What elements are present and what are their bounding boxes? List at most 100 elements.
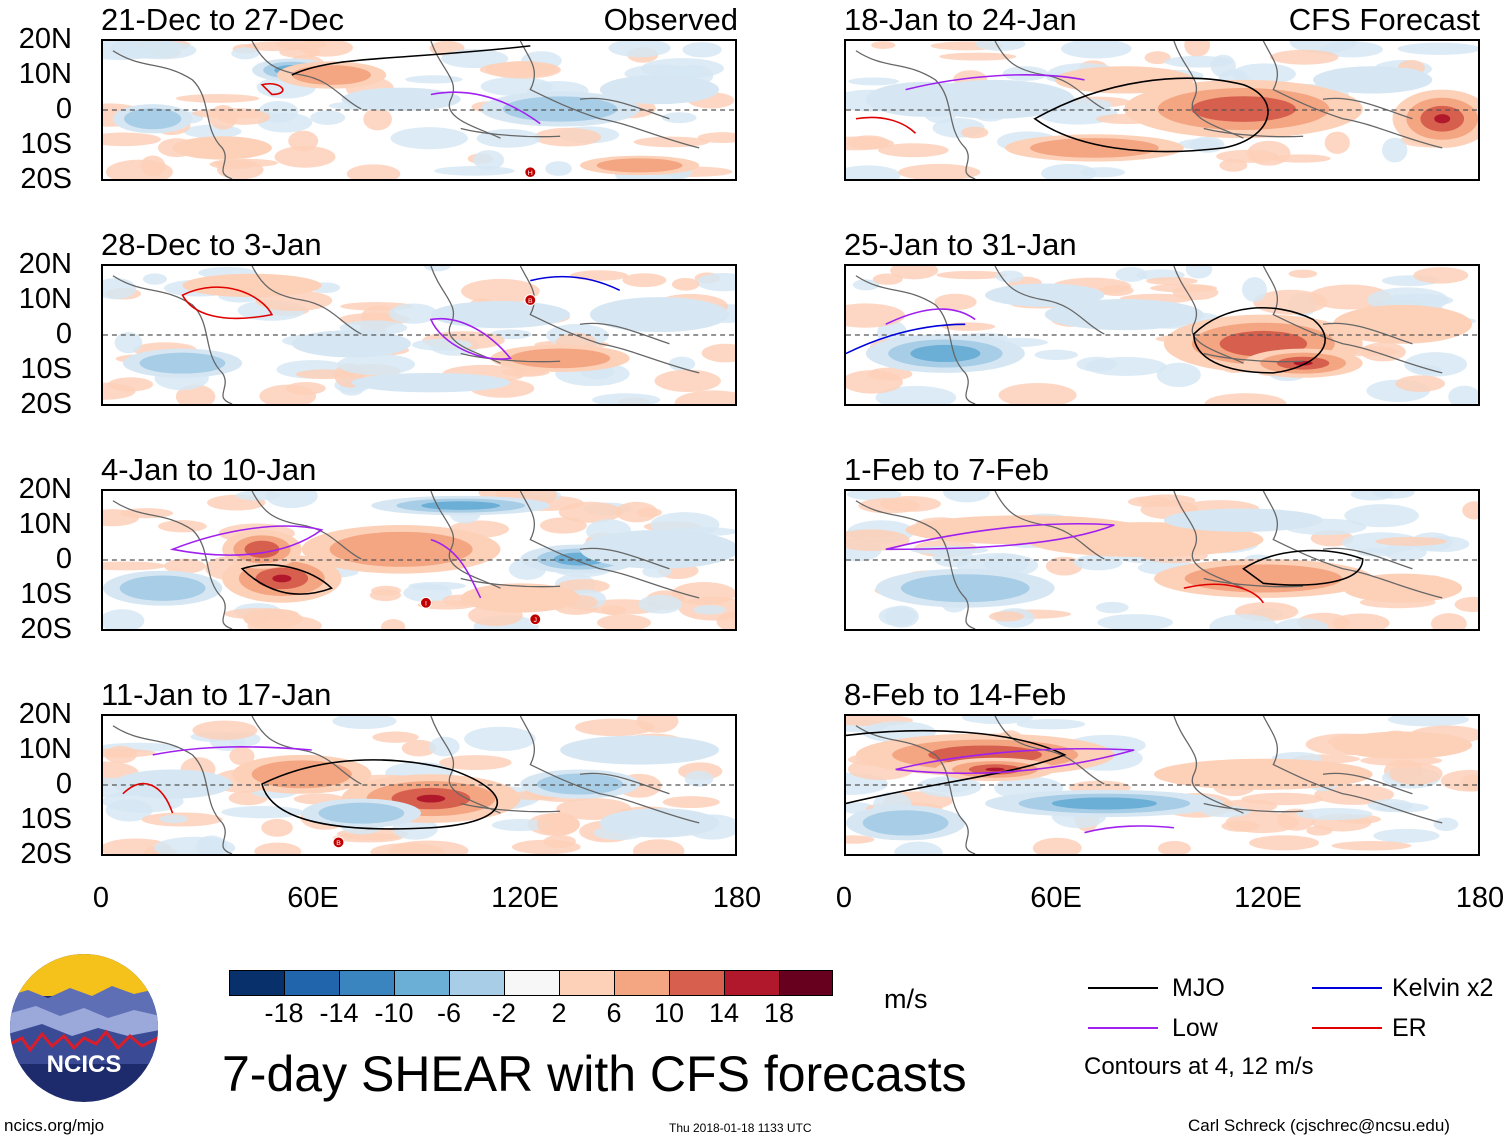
y-tick: 20N: [18, 698, 72, 730]
shear-speckle: [684, 770, 714, 787]
storm-marker: [529, 613, 542, 626]
observed-label: Observed: [603, 2, 738, 37]
shear-blob: [510, 348, 611, 369]
storm-marker-label: J: [534, 617, 537, 624]
y-tick: 0: [55, 318, 72, 350]
y-tick: 10N: [18, 58, 72, 90]
colorbar-swatch: [724, 970, 780, 996]
shear-speckle: [871, 41, 896, 49]
main-title: 7-day SHEAR with CFS forecasts: [222, 1046, 967, 1102]
shear-speckle: [638, 594, 683, 614]
shear-blob: [291, 330, 412, 358]
shear-speckle: [107, 377, 154, 392]
shear-speckle: [846, 165, 901, 179]
shear-speckle: [1270, 49, 1339, 65]
shear-blob: [251, 760, 352, 789]
shear-blob: [112, 769, 233, 799]
shear-speckle: [1225, 811, 1299, 834]
coastline: [1203, 352, 1304, 363]
y-tick: 10S: [20, 803, 72, 835]
coastline: [460, 127, 561, 138]
shear-speckle: [1242, 277, 1267, 302]
shear-speckle: [1095, 601, 1129, 614]
shear-speckle: [1296, 808, 1373, 821]
shear-speckle: [696, 272, 735, 292]
shear-blob: [1313, 66, 1433, 94]
shear-blob: [560, 735, 720, 765]
x-tick: 60E: [1030, 882, 1082, 914]
shear-speckle: [1387, 716, 1469, 727]
storm-marker-label: I: [425, 601, 427, 608]
shear-speckle: [127, 41, 197, 60]
panel-title-1: 21-Dec to 27-Dec: [101, 2, 344, 37]
colorbar-swatch: [559, 970, 615, 996]
coastline: [855, 725, 976, 854]
shear-speckle: [159, 814, 188, 824]
wave-contour: [430, 538, 482, 599]
shear-speckle: [114, 332, 143, 354]
legend-label-kelvin: Kelvin x2: [1392, 974, 1494, 1002]
shear-speckle: [1320, 41, 1383, 58]
shear-speckle: [1462, 501, 1478, 520]
y-tick: 10S: [20, 578, 72, 610]
coastline: [460, 577, 561, 588]
coastline: [112, 500, 233, 629]
shear-speckle: [1375, 536, 1447, 547]
x-tick: 60E: [287, 882, 339, 914]
coastline: [430, 266, 501, 364]
colorbar-label: -14: [319, 998, 359, 1028]
wave-contour: [885, 308, 976, 326]
shear-speckle: [878, 606, 917, 626]
shear-speckle: [671, 277, 700, 291]
shear-speckle: [852, 279, 879, 291]
shear-speckle: [142, 273, 167, 285]
shear-blob: [329, 531, 473, 567]
shear-speckle: [846, 529, 910, 551]
shear-blob: [589, 297, 730, 333]
coastline: [1173, 41, 1244, 139]
shear-speckle: [261, 818, 293, 837]
legend-label-er: ER: [1392, 1014, 1427, 1042]
shear-blob: [596, 158, 683, 173]
shear-speckle: [390, 127, 468, 150]
shear-speckle: [633, 136, 710, 148]
wave-contour: [169, 525, 324, 556]
colorbar-swatch: [284, 970, 340, 996]
x-tick: 180: [712, 882, 762, 914]
shear-speckle: [1041, 163, 1097, 179]
coastline: [1173, 266, 1244, 364]
wave-contour: [530, 275, 621, 291]
shear-speckle: [1274, 618, 1329, 629]
footer-url[interactable]: ncics.org/mjo: [4, 1116, 105, 1135]
coastline: [460, 802, 561, 813]
shear-speckle: [103, 748, 156, 758]
shear-speckle: [491, 819, 549, 832]
shear-speckle: [1002, 66, 1049, 81]
wave-contour: [181, 286, 274, 320]
colorbar-label: -6: [436, 998, 461, 1028]
shear-speckle: [1073, 554, 1123, 571]
shear-speckle: [575, 718, 655, 737]
shear-speckle: [545, 161, 572, 176]
shear-blob: [1342, 573, 1463, 603]
wave-contour: [1242, 549, 1364, 586]
wave-contour: [1033, 77, 1269, 153]
colorbar-label: 14: [708, 998, 740, 1028]
shear-speckle: [674, 390, 735, 404]
shear-speckle: [370, 843, 445, 854]
shear-blob: [292, 65, 371, 85]
shear-speckle: [229, 746, 255, 766]
shear-blob: [139, 352, 226, 374]
shear-blob: [865, 81, 986, 117]
shear-speckle: [1172, 284, 1219, 301]
y-tick: 20S: [20, 163, 72, 195]
wave-contour: [1193, 307, 1326, 374]
colorbar-swatch: [394, 970, 450, 996]
panel-title-2: 28-Dec to 3-Jan: [101, 227, 322, 262]
shear-speckle: [570, 270, 628, 281]
shear-speckle: [1430, 613, 1467, 629]
shear-speckle: [1306, 825, 1333, 836]
coastline: [112, 725, 233, 854]
shear-speckle: [1184, 41, 1211, 57]
shear-speckle: [1411, 364, 1442, 375]
